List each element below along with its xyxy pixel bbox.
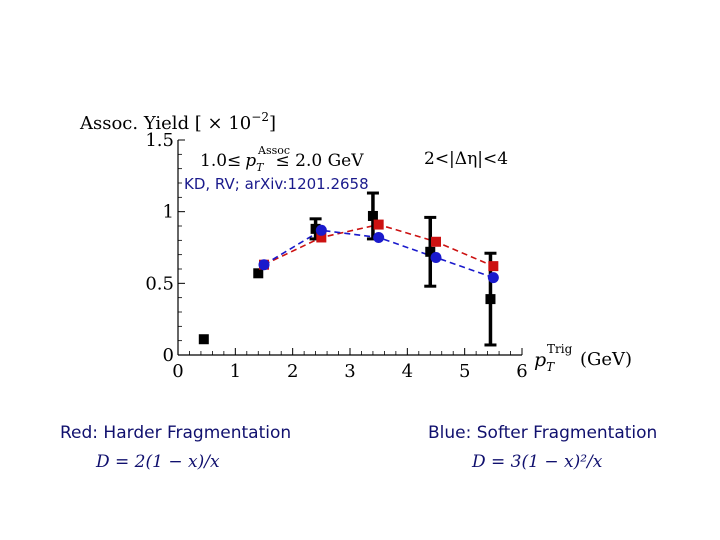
point-blue bbox=[315, 224, 327, 236]
annotation-pt-range: 1.0≤ pT ≤ 2.0 GeV bbox=[200, 151, 364, 174]
point-red bbox=[431, 236, 441, 247]
point-data bbox=[425, 246, 436, 257]
point-blue bbox=[373, 231, 385, 243]
y-axis-label-exp: −2 bbox=[251, 110, 269, 124]
caption-red-formula: D = 2(1 − x)/x bbox=[96, 452, 220, 472]
annotation-ref: KD, RV; arXiv:1201.2658 bbox=[184, 175, 369, 193]
x-tick-label: 4 bbox=[402, 361, 413, 382]
y-axis-label-suffix: ] bbox=[269, 113, 276, 134]
point-data bbox=[367, 210, 378, 221]
tick-labels: 0 1 2 3 4 5 6 0 0.5 1 1.5 bbox=[145, 130, 527, 382]
caption-red-title: Red: Harder Fragmentation bbox=[60, 423, 292, 443]
annotation-pt-sub: T bbox=[256, 161, 265, 174]
point-red bbox=[316, 232, 327, 243]
markers bbox=[198, 210, 499, 345]
point-data bbox=[310, 223, 321, 234]
x-axis-label: pT bbox=[534, 349, 555, 374]
annotation-pt-var: p bbox=[245, 151, 256, 171]
x-tick-label: 5 bbox=[459, 361, 470, 382]
x-axis-label-main: p bbox=[534, 349, 546, 371]
y-tick-label: 0.5 bbox=[145, 273, 174, 294]
point-data bbox=[253, 268, 264, 279]
x-tick-label: 3 bbox=[344, 361, 355, 382]
point-blue bbox=[258, 259, 270, 271]
error-bars bbox=[309, 191, 497, 347]
x-tick-label: 6 bbox=[516, 361, 527, 382]
annotation-pt-right: ≤ 2.0 GeV bbox=[276, 151, 365, 171]
y-tick-label: 1 bbox=[163, 202, 174, 223]
annotation-eta: 2<|Δη|<4 bbox=[424, 149, 508, 169]
x-axis-label-sub: T bbox=[546, 360, 555, 374]
caption-blue-title: Blue: Softer Fragmentation bbox=[428, 423, 658, 443]
x-tick-label: 2 bbox=[287, 361, 298, 382]
y-tick-label: 1.5 bbox=[145, 130, 174, 151]
series-line-red bbox=[263, 223, 494, 267]
x-axis-label-sup: Trig bbox=[547, 342, 573, 356]
y-axis-label-prefix: Assoc. Yield [ × 10 bbox=[79, 113, 251, 134]
y-tick-label: 0 bbox=[163, 345, 174, 366]
x-tick-label: 0 bbox=[172, 361, 183, 382]
point-blue bbox=[487, 272, 499, 284]
point-data bbox=[198, 334, 209, 345]
point-data bbox=[485, 294, 496, 305]
annotation-pt-sup: Assoc bbox=[257, 144, 290, 157]
point-blue bbox=[430, 252, 442, 264]
annotation-pt-left: 1.0≤ bbox=[200, 151, 241, 171]
axis-ticks bbox=[177, 139, 523, 356]
y-axis-label: Assoc. Yield [ × 10−2] bbox=[79, 110, 276, 134]
caption-blue-formula: D = 3(1 − x)²/x bbox=[472, 452, 603, 472]
x-tick-label: 1 bbox=[230, 361, 241, 382]
point-red bbox=[373, 219, 384, 230]
point-red bbox=[488, 261, 499, 272]
x-axis-label-unit: (GeV) bbox=[580, 349, 632, 370]
